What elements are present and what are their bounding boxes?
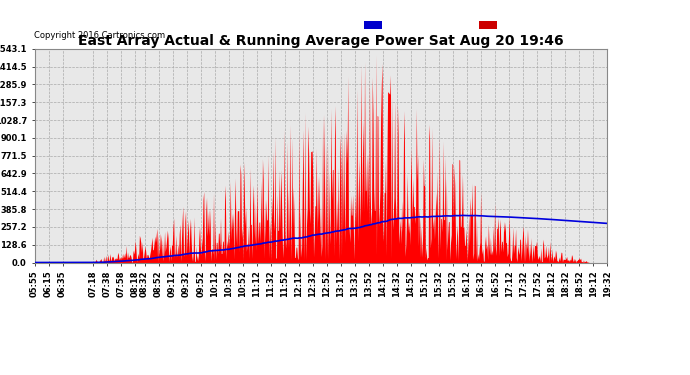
Title: East Array Actual & Running Average Power Sat Aug 20 19:46: East Array Actual & Running Average Powe… — [78, 34, 564, 48]
Legend: Average  (DC Watts), East Array  (DC Watts): Average (DC Watts), East Array (DC Watts… — [362, 19, 602, 32]
Text: Copyright 2016 Cartronics.com: Copyright 2016 Cartronics.com — [34, 31, 166, 40]
